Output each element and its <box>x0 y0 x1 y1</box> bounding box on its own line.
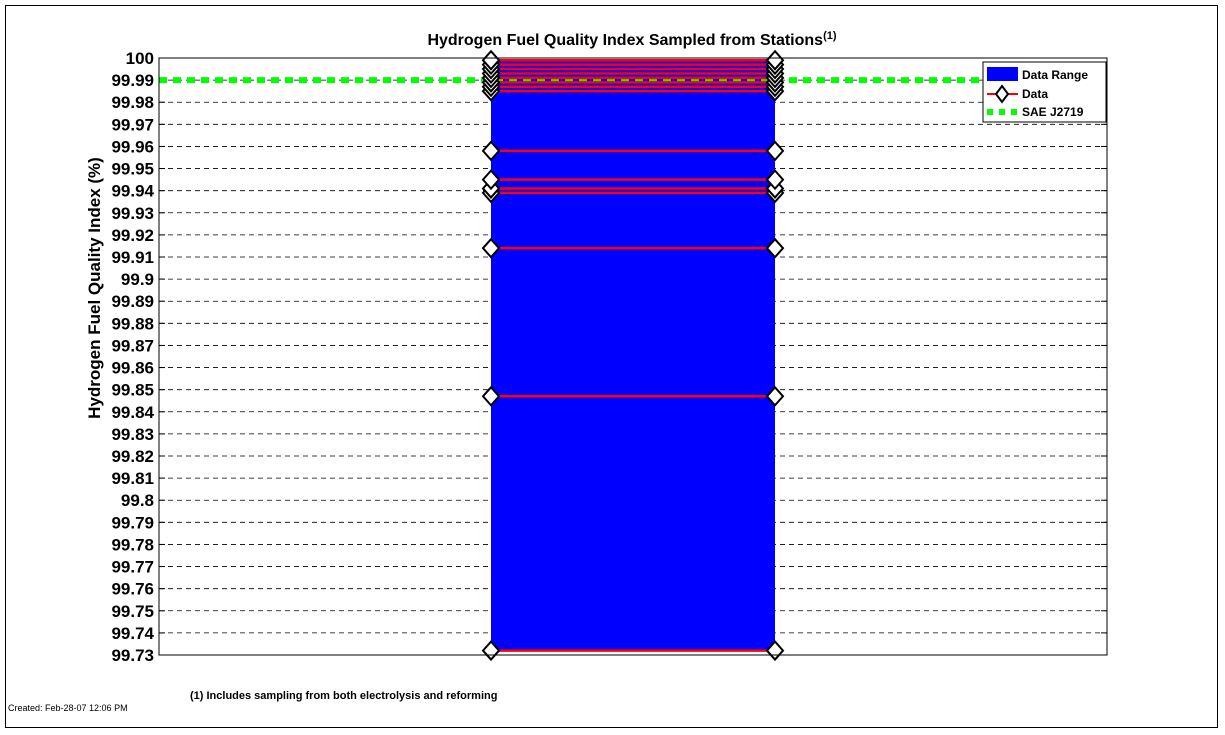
data-point-diamond <box>765 385 785 407</box>
data-layer <box>481 49 785 662</box>
y-tick-label: 99.95 <box>111 160 154 179</box>
created-timestamp: Created: Feb-28-07 12:06 PM <box>8 703 128 713</box>
y-tick-label: 99.74 <box>111 624 154 643</box>
chart-title: Hydrogen Fuel Quality Index Sampled from… <box>427 30 836 49</box>
data-point-diamond <box>481 49 501 71</box>
y-tick-label: 99.73 <box>111 646 154 665</box>
legend-diamond-icon <box>994 84 1010 104</box>
data-point-diamond <box>765 140 785 162</box>
y-axis-label: Hydrogen Fuel Quality Index (%) <box>85 157 104 419</box>
y-tick-label: 99.96 <box>111 137 154 156</box>
y-tick-labels: 99.7399.7499.7599.7699.7799.7899.7999.89… <box>111 49 154 665</box>
data-point-diamond <box>765 237 785 259</box>
data-point-diamond <box>765 49 785 71</box>
footnote: (1) Includes sampling from both electrol… <box>190 690 498 702</box>
y-tick-label: 99.83 <box>111 425 154 444</box>
y-tick-label: 99.91 <box>111 248 154 267</box>
y-tick-label: 99.92 <box>111 226 154 245</box>
y-tick-label: 99.82 <box>111 447 154 466</box>
y-tick-label: 99.76 <box>111 580 154 599</box>
legend: Data Range Data SAE J2719 <box>982 61 1107 123</box>
y-tick-label: 99.86 <box>111 359 154 378</box>
data-range-layer <box>491 59 775 651</box>
y-tick-label: 99.87 <box>111 336 154 355</box>
y-tick-label: 99.81 <box>111 469 154 488</box>
y-tick-label: 100 <box>126 49 154 68</box>
y-tick-label: 99.78 <box>111 535 154 554</box>
y-tick-label: 99.75 <box>111 602 154 621</box>
data-range-bar <box>491 59 775 651</box>
data-point-diamond <box>765 169 785 191</box>
data-point-diamond <box>481 385 501 407</box>
y-tick-label: 99.94 <box>111 182 154 201</box>
y-tick-label: 99.84 <box>111 403 154 422</box>
legend-swatch-data-range <box>987 67 1018 81</box>
legend-label-data: Data <box>1022 87 1048 101</box>
legend-label-reference: SAE J2719 <box>1022 105 1084 119</box>
y-tick-label: 99.98 <box>111 93 154 112</box>
y-tick-label: 99.97 <box>111 115 154 134</box>
y-tick-label: 99.99 <box>111 71 154 90</box>
y-tick-label: 99.93 <box>111 204 154 223</box>
data-point-diamond <box>481 140 501 162</box>
plot-area-border <box>158 57 1108 656</box>
y-tick-label: 99.77 <box>111 558 154 577</box>
y-tick-label: 99.79 <box>111 513 154 532</box>
y-tick-label: 99.88 <box>111 314 154 333</box>
y-tick-label: 99.8 <box>121 491 154 510</box>
y-tick-label: 99.85 <box>111 381 154 400</box>
y-tick-label: 99.89 <box>111 292 154 311</box>
data-point-diamond <box>481 237 501 259</box>
legend-label-data-range: Data Range <box>1022 68 1088 82</box>
data-point-diamond <box>481 169 501 191</box>
y-tick-label: 99.9 <box>121 270 154 289</box>
figure-frame <box>5 5 1218 728</box>
